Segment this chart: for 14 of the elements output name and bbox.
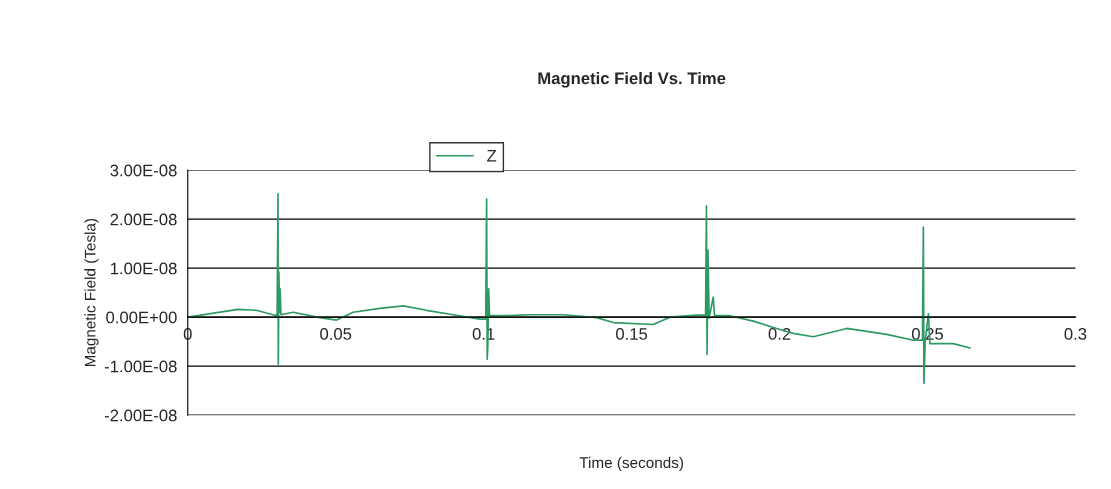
y-tick-label: 2.00E-08	[110, 213, 177, 226]
y-tick-label: -1.00E-08	[104, 360, 177, 373]
x-tick-label: 0.05	[320, 328, 352, 340]
y-tick-label: -2.00E-08	[104, 409, 177, 422]
y-axis-title: Magnetic Field (Tesla)	[84, 218, 99, 367]
y-tick-label: 3.00E-08	[110, 164, 177, 177]
legend-label: Z	[487, 150, 497, 162]
x-axis-title: Time (seconds)	[579, 456, 684, 472]
x-tick-label: 0.2	[768, 328, 791, 340]
chart-title: Magnetic Field Vs. Time	[538, 71, 726, 88]
y-tick-label: 1.00E-08	[110, 262, 177, 275]
x-tick-label: 0.3	[1064, 328, 1087, 340]
x-tick-label: 0.15	[616, 328, 648, 340]
y-tick-label: 0.00E+00	[106, 311, 177, 324]
